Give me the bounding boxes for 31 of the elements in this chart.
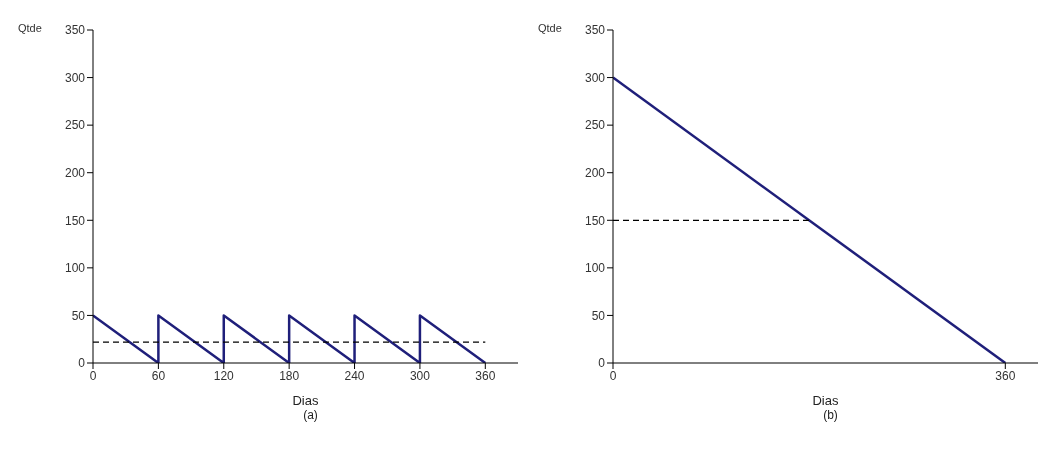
y-tick-label: 300	[584, 70, 606, 85]
x-axis-title: Dias	[812, 393, 839, 408]
x-tick-label: 60	[151, 368, 166, 383]
text: (b)	[822, 408, 839, 422]
y-tick-label: 150	[584, 213, 606, 228]
x-tick-label: 360	[475, 368, 496, 383]
x-tick-label: 360	[995, 368, 1016, 383]
x-tick-label: 240	[344, 368, 365, 383]
y-tick-label: 250	[584, 118, 606, 133]
x-axis-title: Dias	[292, 393, 319, 408]
y-tick-label: 100	[64, 261, 86, 276]
x-tick-label: 180	[279, 368, 300, 383]
y-tick-label: 200	[584, 165, 606, 180]
y-tick-label: 150	[64, 213, 86, 228]
y-tick-label: 0	[598, 356, 606, 371]
x-tick-label: 0	[609, 368, 617, 383]
y-tick-label: 100	[584, 261, 606, 276]
x-tick-label: 300	[409, 368, 431, 383]
y-tick-label: 200	[64, 165, 86, 180]
y-axis-title: Qtde	[538, 22, 562, 34]
y-tick-label: 350	[64, 23, 86, 38]
y-axis-title: Qtde	[18, 22, 42, 34]
y-tick-label: 50	[591, 308, 606, 323]
y-tick-label: 350	[584, 23, 606, 38]
text: (a)	[302, 408, 319, 422]
y-tick-label: 50	[71, 308, 86, 323]
y-tick-label: 250	[64, 118, 86, 133]
y-tick-label: 300	[64, 70, 86, 85]
x-tick-label: 120	[213, 368, 235, 383]
x-tick-label: 0	[89, 368, 97, 383]
y-tick-label: 0	[78, 356, 86, 371]
